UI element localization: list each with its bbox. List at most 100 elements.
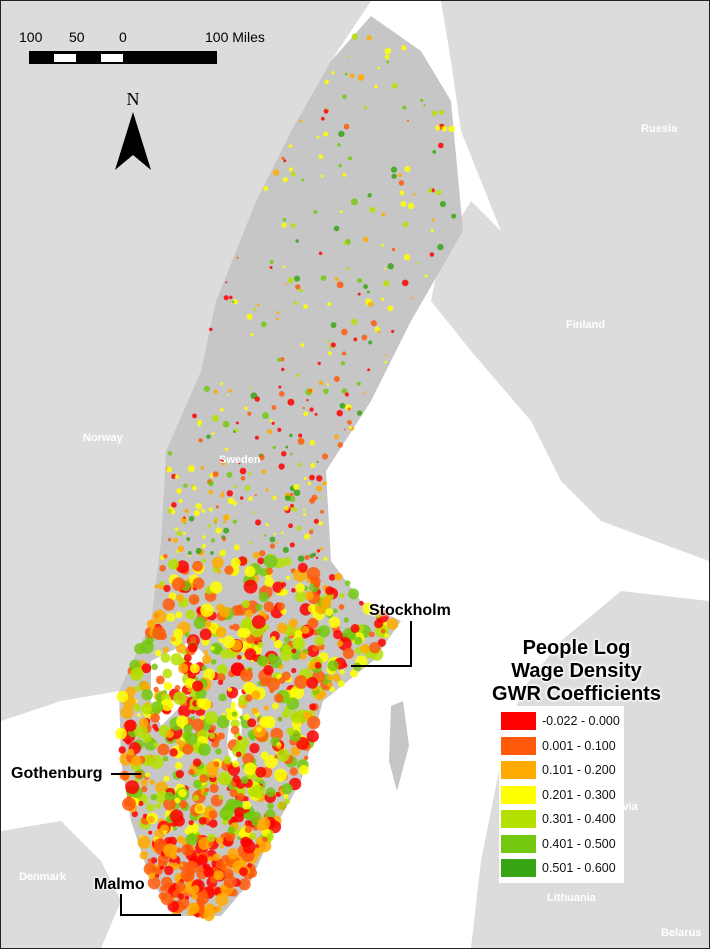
coefficient-patch — [174, 761, 183, 770]
coefficient-patch — [349, 669, 358, 678]
coefficient-patch — [258, 591, 269, 603]
coefficient-patch — [188, 555, 191, 558]
coefficient-patch — [243, 812, 250, 819]
coefficient-patch — [247, 863, 252, 868]
coefficient-patch — [176, 560, 189, 574]
coefficient-patch — [307, 617, 319, 629]
coefficient-patch — [326, 340, 330, 344]
coefficient-patch — [197, 424, 201, 427]
coefficient-patch — [312, 645, 319, 652]
coefficient-patch — [292, 637, 306, 651]
coefficient-patch — [234, 806, 245, 818]
coefficient-patch — [437, 243, 444, 251]
coefficient-patch — [297, 555, 305, 562]
coefficient-patch — [259, 716, 271, 728]
coefficient-patch — [147, 815, 155, 824]
coefficient-patch — [248, 472, 252, 476]
coefficient-patch — [435, 189, 442, 196]
coefficient-patch — [208, 507, 213, 512]
coefficient-patch — [431, 218, 435, 222]
coefficient-patch — [116, 690, 129, 703]
coefficient-patch — [222, 819, 229, 826]
coefficient-patch — [174, 527, 179, 531]
coefficient-patch — [316, 135, 320, 139]
coefficient-patch — [349, 426, 352, 429]
coefficient-patch — [263, 705, 269, 711]
coefficient-patch — [208, 810, 218, 820]
coefficient-patch — [191, 893, 199, 900]
coefficient-patch — [232, 519, 238, 524]
coefficient-patch — [326, 383, 330, 386]
coefficient-patch — [203, 385, 210, 392]
legend-item: 0.301 - 0.400 — [499, 807, 624, 832]
coefficient-patch — [289, 542, 295, 548]
coefficient-patch — [391, 247, 396, 252]
coefficient-patch — [281, 531, 284, 535]
coefficient-patch — [188, 820, 194, 826]
coefficient-patch — [177, 545, 185, 553]
coefficient-patch — [317, 625, 331, 638]
coefficient-patch — [215, 748, 222, 755]
country-label-russia: Russia — [641, 123, 678, 135]
scale-label-50: 50 — [69, 29, 85, 45]
coefficient-patch — [289, 710, 303, 724]
coefficient-patch — [176, 593, 185, 602]
coefficient-patch — [401, 45, 407, 51]
coefficient-patch — [212, 853, 221, 862]
coefficient-patch — [282, 265, 286, 269]
coefficient-patch — [265, 488, 269, 492]
coefficient-patch — [176, 847, 182, 853]
coefficient-patch — [172, 826, 178, 831]
legend-item: 0.101 - 0.200 — [499, 758, 624, 783]
coefficient-patch — [243, 579, 258, 594]
coefficient-patch — [377, 330, 381, 334]
coefficient-patch — [304, 554, 310, 561]
coefficient-patch — [283, 636, 291, 643]
legend-label: 0.001 - 0.100 — [542, 738, 616, 753]
coefficient-patch — [314, 635, 325, 646]
coefficient-patch — [380, 243, 384, 247]
coefficient-patch — [165, 729, 174, 739]
coefficient-patch — [243, 713, 250, 721]
coefficient-patch — [269, 419, 273, 423]
malmo-leader — [120, 894, 181, 916]
coefficient-patch — [383, 280, 390, 287]
coefficient-patch — [125, 780, 140, 795]
coefficient-patch — [175, 881, 186, 892]
coefficient-patch — [219, 407, 224, 412]
coefficient-patch — [338, 164, 342, 168]
coefficient-patch — [185, 732, 198, 746]
coefficient-patch — [314, 661, 322, 669]
coefficient-patch — [215, 892, 229, 907]
coefficient-patch — [287, 398, 295, 406]
coefficient-patch — [267, 429, 273, 435]
legend-item: 0.201 - 0.300 — [499, 783, 624, 808]
coefficient-patch — [282, 557, 292, 567]
coefficient-patch — [262, 412, 269, 420]
coefficient-patch — [213, 907, 219, 914]
coefficient-patch — [230, 557, 241, 568]
coefficient-patch — [255, 836, 265, 846]
north-arrow: N — [113, 89, 153, 177]
coefficient-patch — [278, 463, 285, 470]
coefficient-patch — [219, 458, 224, 464]
coefficient-patch — [274, 693, 284, 703]
coefficient-patch — [285, 575, 291, 581]
coefficient-patch — [330, 322, 337, 328]
coefficient-patch — [238, 462, 241, 465]
coefficient-patch — [269, 265, 273, 269]
coefficient-patch — [153, 742, 159, 748]
coefficient-patch — [174, 797, 181, 804]
coefficient-patch — [168, 558, 179, 570]
coefficient-patch — [163, 775, 170, 782]
coefficient-patch — [439, 201, 447, 208]
coefficient-patch — [294, 675, 308, 689]
coefficient-patch — [210, 551, 214, 555]
coefficient-patch — [318, 380, 324, 385]
coefficient-patch — [232, 744, 246, 758]
coefficient-patch — [281, 222, 287, 228]
coefficient-patch — [306, 399, 309, 402]
coefficient-patch — [261, 469, 266, 475]
coefficient-patch — [369, 206, 376, 213]
coefficient-patch — [245, 694, 253, 702]
